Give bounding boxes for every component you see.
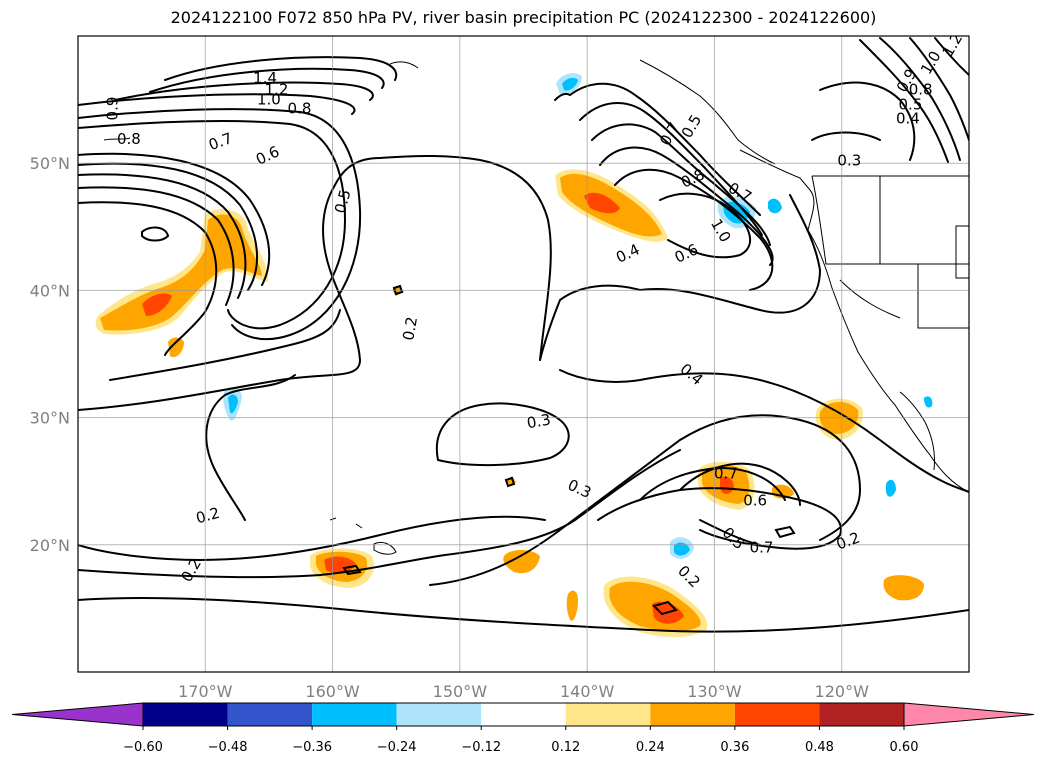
colorbar-extend-high xyxy=(903,702,1035,727)
contour-label: 0.7 xyxy=(714,465,738,483)
precip-positive-region xyxy=(566,590,578,621)
colorbar-segment xyxy=(565,703,651,726)
chart-title: 2024122100 F072 850 hPa PV, river basin … xyxy=(170,8,877,27)
contour-label: 0.7 xyxy=(206,129,235,154)
contour-label: 1.4 xyxy=(253,69,277,87)
colorbar-tick-label: −0.36 xyxy=(292,740,332,755)
contour-label: 0.5 xyxy=(719,524,749,554)
contour-label: 0.3 xyxy=(837,152,861,170)
colorbar-tick-label: 0.36 xyxy=(720,740,749,755)
precip-shading xyxy=(95,73,933,637)
precip-positive-region xyxy=(584,192,620,214)
map-frame xyxy=(77,35,970,673)
precip-negative-region xyxy=(674,542,690,556)
precip-negative-region xyxy=(886,479,896,497)
y-tick-label: 40°N xyxy=(30,281,70,300)
colorbar-tick-label: −0.60 xyxy=(123,740,163,755)
contour-label: 0.3 xyxy=(565,476,594,502)
colorbar-segment xyxy=(312,703,397,726)
colorbar-tick-label: 0.24 xyxy=(636,740,665,755)
contour-label: 1.2 xyxy=(939,30,967,60)
precip-positive-region xyxy=(324,556,356,574)
contour-label: 0.4 xyxy=(613,240,642,266)
x-axis-ticks: 170°W 160°W 150°W 140°W 130°W 120°W xyxy=(178,682,869,701)
y-axis-ticks: 20°N 30°N 40°N 50°N xyxy=(30,154,70,555)
colorbar-tick-label: −0.48 xyxy=(208,740,248,755)
contour-label: 0.7 xyxy=(750,538,774,556)
colorbar-segment xyxy=(396,703,482,726)
colorbar-ticks: −0.60 −0.48 −0.36 −0.24 −0.12 0.12 0.24 0.36 0.4… xyxy=(123,726,918,755)
contour-label: 0.8 xyxy=(288,100,312,118)
colorbar-segment xyxy=(734,703,820,726)
colorbar-tick-label: 0.60 xyxy=(890,740,919,755)
coastlines xyxy=(103,59,969,555)
precip-positive-region xyxy=(883,575,924,601)
precip-negative-region xyxy=(924,396,933,408)
contour-label: 0.2 xyxy=(194,504,222,528)
colorbar xyxy=(11,702,1035,727)
contour-label: 0.2 xyxy=(834,528,863,553)
y-tick-label: 20°N xyxy=(30,536,70,555)
colorbar-outline xyxy=(142,702,905,727)
contour-label: 0.9 xyxy=(103,97,121,121)
x-tick-label: 170°W xyxy=(178,682,233,701)
x-tick-label: 160°W xyxy=(305,682,360,701)
contour-label: 1.0 xyxy=(257,91,281,109)
pv-contours xyxy=(78,37,969,633)
y-tick-label: 50°N xyxy=(30,154,70,173)
colorbar-extend-low xyxy=(11,702,144,727)
contour-label: 0.3 xyxy=(525,410,552,432)
colorbar-tick-label: 0.48 xyxy=(805,740,834,755)
precip-negative-region xyxy=(562,77,578,91)
x-tick-label: 130°W xyxy=(687,682,742,701)
x-tick-label: 120°W xyxy=(815,682,870,701)
contour-label: 0.6 xyxy=(253,142,282,168)
contour-label: 0.2 xyxy=(674,562,704,592)
contour-label: 0.6 xyxy=(743,491,767,509)
colorbar-segment xyxy=(650,703,735,726)
precip-positive-region xyxy=(503,550,540,574)
contour-label: 0.4 xyxy=(677,360,707,389)
contour-label: 0.8 xyxy=(117,130,141,148)
contour-label: 1.2 xyxy=(265,80,289,98)
precip-negative-region xyxy=(228,394,238,414)
x-tick-label: 140°W xyxy=(560,682,615,701)
colorbar-tick-label: −0.12 xyxy=(461,740,501,755)
precip-positive-region xyxy=(100,214,262,331)
precip-positive-region xyxy=(142,293,172,316)
colorbar-segment xyxy=(819,703,904,726)
colorbar-segment xyxy=(227,703,313,726)
precip-positive-region xyxy=(168,337,184,358)
contour-label: 0.5 xyxy=(331,188,355,216)
contour-label: 0.8 xyxy=(909,80,933,98)
contour-label: 0.5 xyxy=(899,96,923,114)
colorbar-segment xyxy=(481,703,566,726)
gridlines xyxy=(78,36,969,672)
contour-label: 0.2 xyxy=(399,315,421,342)
colorbar-tick-label: −0.24 xyxy=(377,740,417,755)
precip-negative-region xyxy=(768,198,782,214)
colorbar-segment xyxy=(143,703,228,726)
contour-label: 0.4 xyxy=(896,110,920,128)
contour-labels: 1.41.21.0 0.80.90.8 0.70.60.50.20.30.30.40… xyxy=(103,30,967,592)
colorbar-tick-label: 0.12 xyxy=(551,740,580,755)
x-tick-label: 150°W xyxy=(433,682,488,701)
y-tick-label: 30°N xyxy=(30,409,70,428)
